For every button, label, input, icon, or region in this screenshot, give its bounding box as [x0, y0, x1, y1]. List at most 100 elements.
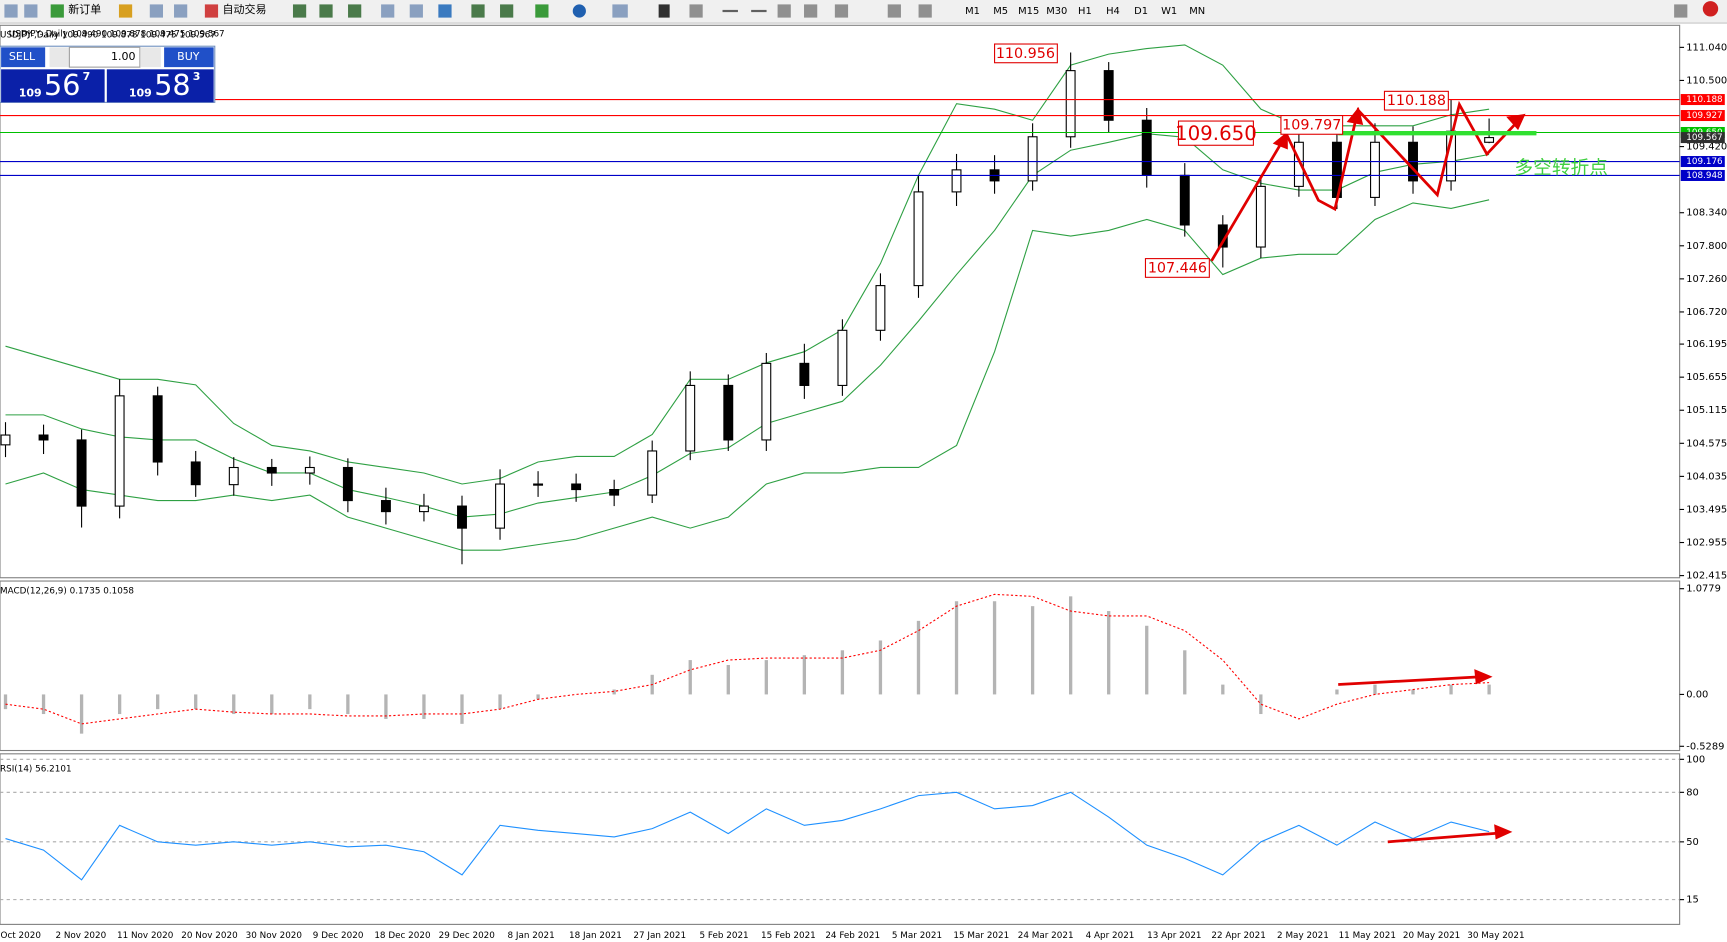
- y-tick-label: 109.420: [1686, 142, 1727, 153]
- macd-bar: [1107, 611, 1111, 695]
- candle-body: [837, 329, 848, 386]
- timeframe-button[interactable]: H4: [1106, 6, 1120, 17]
- timeframe-button[interactable]: M1: [965, 6, 980, 17]
- macd-bar: [270, 694, 274, 715]
- annotation-box: [1144, 258, 1210, 278]
- icon[interactable]: [535, 4, 549, 18]
- candle-body: [1484, 137, 1495, 143]
- x-tick-label: 4 Apr 2021: [1086, 931, 1135, 941]
- macd-panel: [0, 580, 1681, 752]
- macd-bar: [1373, 684, 1377, 695]
- candle-body: [266, 466, 277, 474]
- macd-bar: [156, 694, 160, 710]
- annotation-note: 多空转折点: [1514, 158, 1608, 179]
- icon[interactable]: [658, 4, 670, 18]
- x-tick-label: 20 May 2021: [1403, 931, 1460, 941]
- y-tick-label: 106.195: [1686, 339, 1727, 350]
- macd-bar: [41, 694, 46, 715]
- candle-body: [76, 439, 87, 507]
- candle-body: [761, 362, 772, 441]
- candle-body: [951, 169, 962, 193]
- timeframe-button[interactable]: M5: [993, 6, 1008, 17]
- timeframe-button[interactable]: W1: [1161, 6, 1177, 17]
- sell-price-box[interactable]: [1, 69, 105, 103]
- candle-body: [228, 466, 239, 486]
- auto-trading-button[interactable]: 自动交易: [222, 2, 266, 16]
- icon[interactable]: [204, 4, 219, 18]
- arrow-head: [1474, 669, 1493, 685]
- icon[interactable]: [804, 4, 818, 18]
- macd-bar: [840, 650, 845, 695]
- icon[interactable]: [118, 4, 133, 18]
- icon[interactable]: [381, 4, 395, 18]
- x-tick-label: 11 Nov 2020: [117, 931, 174, 941]
- x-tick-label: 24 Mar 2021: [1018, 931, 1074, 941]
- icon[interactable]: [24, 4, 38, 18]
- icon[interactable]: [409, 4, 423, 18]
- icon[interactable]: [292, 4, 307, 18]
- y-tick-label: 0.00: [1686, 689, 1708, 700]
- price-panel: [0, 24, 1681, 579]
- current-price-tag: [1680, 132, 1725, 144]
- chart-title: USDJPY-,Daily 109.490 109.878 109.475 10…: [9, 30, 225, 40]
- icon[interactable]: [612, 4, 628, 18]
- icon[interactable]: [149, 4, 164, 18]
- x-tick-label: 20 Nov 2020: [181, 931, 238, 941]
- timeframe-button[interactable]: M30: [1046, 6, 1067, 17]
- timeframe-button[interactable]: MN: [1189, 6, 1205, 17]
- icon[interactable]: [722, 9, 738, 13]
- macd-bar: [1068, 596, 1073, 695]
- icon[interactable]: [918, 4, 932, 18]
- macd-bar: [346, 694, 350, 715]
- macd-bar: [612, 689, 616, 695]
- new-order-button[interactable]: 新订单: [68, 2, 101, 16]
- lot-up[interactable]: [140, 47, 161, 68]
- icon[interactable]: [174, 4, 188, 18]
- macd-bar: [1221, 684, 1225, 695]
- candle-body: [875, 285, 886, 331]
- price-line-tag: [1680, 156, 1725, 168]
- icon[interactable]: [834, 4, 849, 18]
- macd-bar: [117, 694, 122, 715]
- icon[interactable]: [500, 4, 514, 18]
- timeframe-button[interactable]: D1: [1134, 6, 1148, 17]
- icon[interactable]: [777, 4, 791, 18]
- lot-input[interactable]: [68, 46, 141, 68]
- annotation-box: [1280, 114, 1344, 135]
- buy-price-box[interactable]: [106, 69, 214, 103]
- price-line-label: 110.188: [1686, 95, 1722, 105]
- macd-bar: [954, 601, 959, 695]
- y-tick-label: 107.800: [1686, 241, 1727, 252]
- search-icon[interactable]: [1674, 4, 1688, 18]
- macd-bar: [1145, 625, 1149, 695]
- price-line-tag: [1680, 169, 1725, 181]
- icon[interactable]: [887, 4, 901, 18]
- icon[interactable]: [471, 4, 485, 18]
- x-tick-label: 27 Jan 2021: [633, 931, 686, 941]
- rsi-panel: [0, 753, 1681, 925]
- timeframe-button[interactable]: H1: [1078, 6, 1092, 17]
- macd-bar: [802, 655, 807, 695]
- candle-body: [1293, 141, 1304, 187]
- icon[interactable]: [50, 4, 64, 18]
- sell-button[interactable]: [1, 47, 46, 68]
- notification-badge[interactable]: [1702, 1, 1719, 17]
- candle-body: [1027, 136, 1038, 182]
- toolbar-icons: [4, 1, 1719, 18]
- macd-bar: [1411, 689, 1415, 695]
- icon[interactable]: [438, 4, 452, 18]
- x-tick-label: 18 Dec 2020: [374, 931, 431, 941]
- lot-down[interactable]: [49, 47, 70, 68]
- buy-button[interactable]: [164, 47, 214, 68]
- candle-body: [418, 505, 429, 513]
- icon[interactable]: [348, 4, 362, 18]
- icon[interactable]: [572, 4, 586, 18]
- icon[interactable]: [4, 4, 18, 18]
- icon[interactable]: [689, 4, 703, 18]
- icon[interactable]: [319, 4, 333, 18]
- panel-title: USDJPY-,Daily 109.490 109.878 109.475 10…: [0, 31, 216, 41]
- timeframe-button[interactable]: M15: [1018, 6, 1039, 17]
- icon[interactable]: [751, 9, 767, 13]
- x-tick-label: 2 Nov 2020: [55, 931, 106, 941]
